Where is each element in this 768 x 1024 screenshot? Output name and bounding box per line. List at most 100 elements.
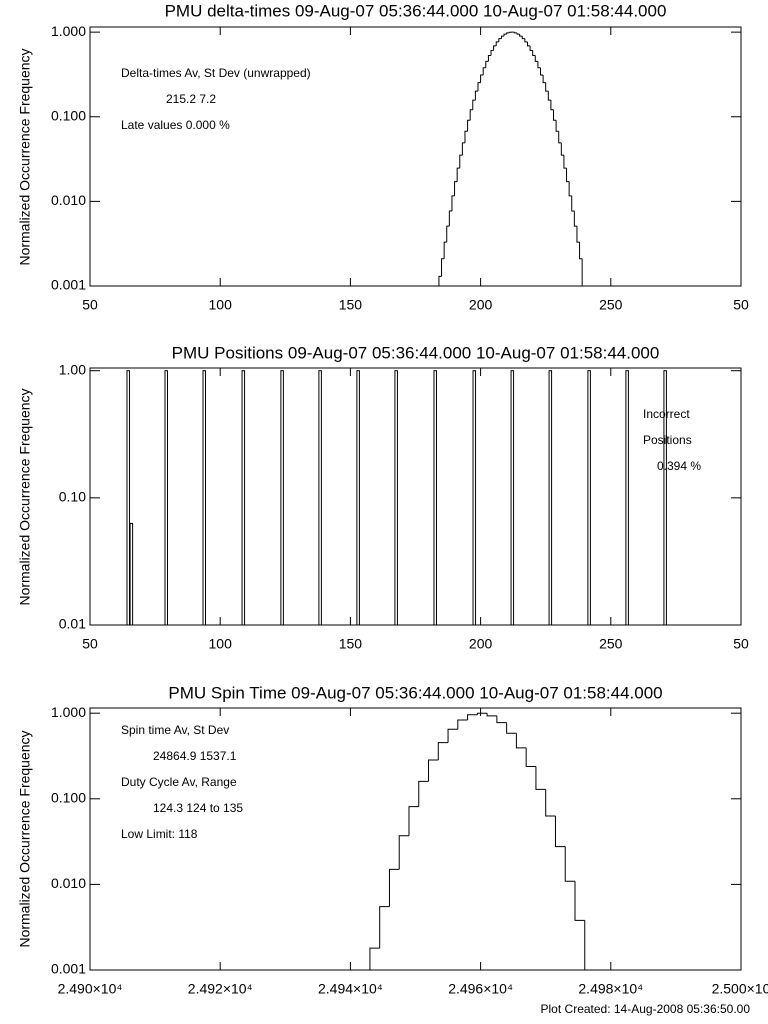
histogram-step [508,31,512,33]
histogram-step [534,55,538,62]
y-tick-label: 0.001 [51,277,86,293]
histogram-step [498,38,502,42]
histogram-step [524,38,528,43]
spike [587,370,591,626]
histogram-step [441,258,445,277]
spike [318,370,322,626]
x-tick-label: 150 [339,636,363,652]
x-tick-label: 250 [599,297,623,313]
spike [472,370,477,626]
histogram-step [467,119,471,132]
histogram-step [553,109,557,121]
plot-frame [89,26,742,287]
x-tick-label: 100 [209,297,233,313]
histogram-step [398,835,409,870]
chart-title: PMU Spin Time 09-Aug-07 05:36:44.000 10-… [168,683,662,702]
histogram-step [550,100,554,111]
spike [129,522,134,626]
histogram-step [525,747,536,768]
footer: Plot Created: 14-Aug-2008 05:36:50.00 [541,1002,751,1016]
histogram-step [451,195,455,211]
histogram-step [476,712,488,715]
histogram-step [448,210,452,227]
histogram-step [480,74,484,83]
x-tick-label: 50 [82,297,98,313]
plot-frame [89,367,742,626]
y-tick-label: 0.001 [51,961,86,977]
spike [663,370,667,626]
histogram-step [516,32,520,35]
histogram-step [486,713,497,717]
histogram-step [576,226,580,243]
plot-frame [89,707,742,971]
x-tick-label: 2.494×10⁴ [318,981,383,997]
x-tick-label: 250 [599,636,623,652]
histogram-step [418,780,429,807]
spike [356,370,360,626]
y-tick-label: 0.10 [59,489,86,505]
histogram-step [573,210,577,227]
histogram-step [532,50,536,57]
histogram-step [529,45,533,51]
histogram-step [428,759,439,782]
histogram-step [477,82,481,92]
histogram-step [446,225,450,243]
spike [510,370,515,626]
histogram-step [464,130,468,143]
y-axis-label: Normalized Occurrence Frequency [17,48,33,265]
histogram-step [513,32,518,34]
histogram-step [547,91,551,101]
histogram-step [554,815,566,848]
y-axis-label: Normalized Occurrence Frequency [17,388,33,605]
chart-title: PMU Positions 09-Aug-07 05:36:44.000 10-… [172,343,660,362]
spike [548,370,553,626]
x-tick-label: 2.490×10⁴ [58,981,123,997]
histogram-step [487,55,492,62]
histogram-step [447,728,458,743]
annotation: 24864.9 1537.1 [153,749,237,763]
y-tick-label: 1.00 [59,361,86,377]
histogram-step [490,49,494,56]
histogram-step [388,868,400,907]
spike [433,370,437,626]
annotation: 215.2 7.2 [166,92,216,106]
annotation: Spin time Av, St Dev [121,723,229,737]
spike [280,370,284,626]
x-tick-label: 50 [82,636,98,652]
y-tick-label: 1.000 [51,23,86,39]
histogram-step [526,41,531,47]
histogram-step [535,766,546,790]
histogram-step [467,714,478,720]
histogram-step [496,715,507,724]
histogram-step [558,131,562,144]
spike [164,370,168,626]
annotation: Late values 0.000 % [121,118,230,132]
histogram-step [437,742,449,760]
x-tick-label: 2.500×10 [712,981,768,997]
x-tick-label: 200 [469,636,493,652]
histogram-step [485,60,489,68]
spike [126,370,130,626]
histogram-step [545,82,549,92]
x-tick-label: 2.492×10⁴ [188,981,253,997]
spike [241,370,246,626]
histogram-step [457,719,468,730]
spike [394,370,398,626]
x-tick-label: 2.496×10⁴ [448,981,513,997]
spike [625,370,629,626]
annotation: Low Limit: 118 [121,827,198,841]
annotation: Positions [643,433,692,447]
annotation: 0.394 % [657,459,701,473]
chart-title: PMU delta-times 09-Aug-07 05:36:44.000 1… [165,1,667,20]
histogram-step [369,947,380,970]
x-tick-label: 50 [733,297,749,313]
histogram-step [568,181,572,197]
histogram-step [500,35,505,39]
histogram-step [539,67,544,76]
histogram-step [563,155,567,169]
x-tick-label: 2.498×10⁴ [578,981,643,997]
y-tick-label: 0.100 [51,107,86,123]
y-tick-label: 0.01 [59,616,86,632]
